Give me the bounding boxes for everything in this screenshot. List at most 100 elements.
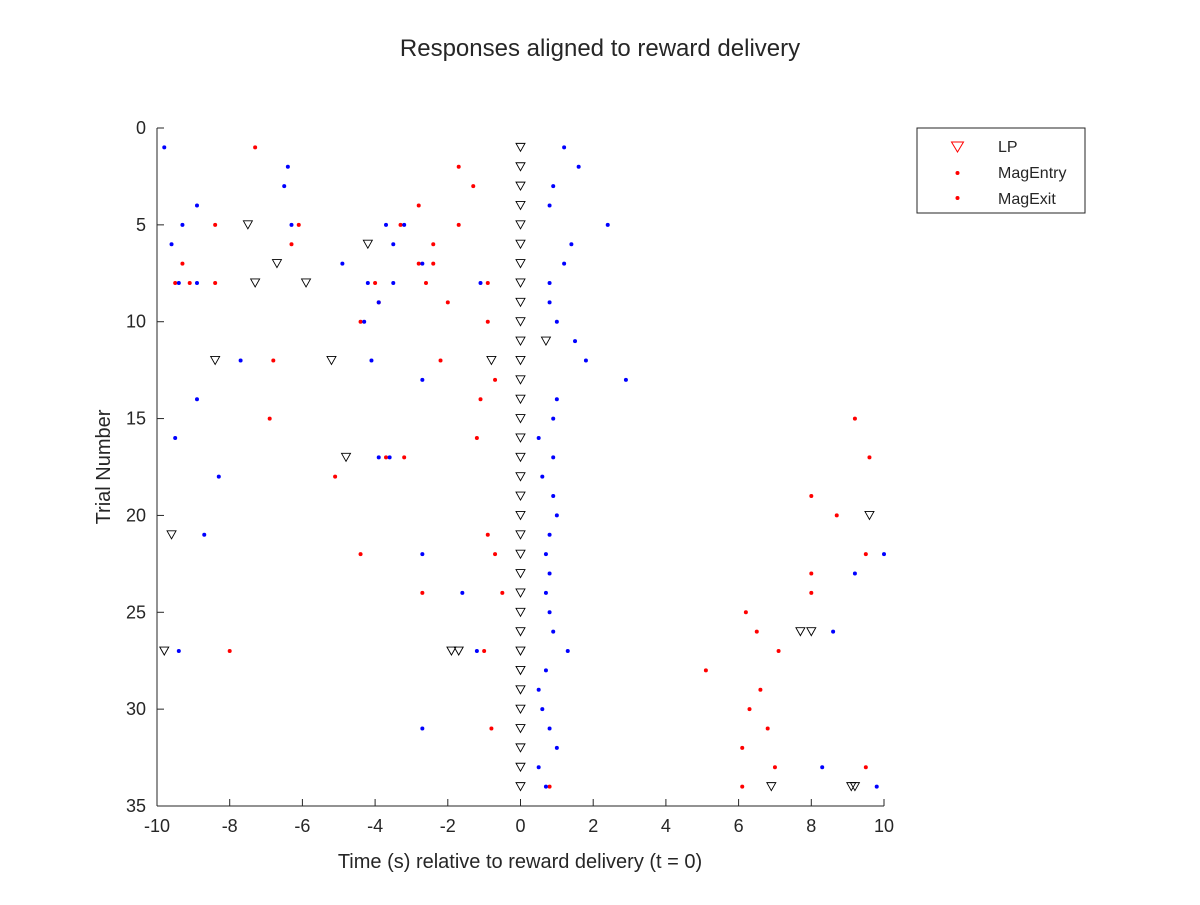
- magentry-point: [500, 590, 505, 595]
- lp-marker: [515, 762, 526, 773]
- lp-marker: [166, 530, 177, 540]
- magexit-point: [605, 222, 610, 227]
- magexit-point: [547, 610, 552, 615]
- magexit-point: [202, 532, 207, 537]
- magexit-point: [536, 435, 541, 440]
- lp-marker: [515, 491, 526, 501]
- lp-marker: [340, 452, 352, 463]
- legend-box: [916, 127, 1086, 214]
- lp-marker: [515, 239, 526, 250]
- lp-marker: [515, 569, 526, 579]
- legend-magexit-label: MagExit: [998, 191, 1056, 208]
- lp-marker: [540, 336, 552, 347]
- magentry-point: [747, 707, 752, 712]
- magexit-point: [194, 397, 199, 402]
- magentry-point: [740, 784, 745, 789]
- magentry-point: [809, 494, 814, 499]
- x-tick-label: 10: [874, 816, 894, 836]
- magexit-point: [420, 261, 425, 266]
- y-tick-label: 15: [126, 409, 146, 429]
- magentry-point: [416, 203, 421, 208]
- magentry-point: [852, 416, 857, 421]
- magentry-point: [271, 358, 276, 363]
- legend-lp-icon: [950, 141, 965, 153]
- magentry-point: [402, 455, 407, 460]
- magexit-point: [365, 280, 370, 285]
- lp-marker: [515, 743, 526, 753]
- magexit-point: [831, 629, 836, 634]
- magexit-point: [547, 300, 552, 305]
- lp-marker: [515, 142, 526, 153]
- magentry-point: [227, 649, 232, 654]
- magentry-point: [863, 765, 868, 770]
- x-tick-label: 2: [588, 816, 598, 836]
- magexit-point: [543, 552, 548, 557]
- lp-marker: [849, 782, 861, 792]
- lp-marker: [515, 510, 526, 521]
- y-tick-label: 10: [126, 312, 146, 332]
- magexit-point: [547, 532, 552, 537]
- x-tick-label: -6: [294, 816, 310, 836]
- magexit-point: [551, 416, 556, 421]
- magexit-point: [402, 222, 407, 227]
- lp-marker: [271, 259, 283, 269]
- lp-marker: [515, 782, 526, 792]
- magentry-point: [485, 532, 490, 537]
- magexit-point: [551, 494, 556, 499]
- magentry-point: [547, 784, 552, 789]
- magexit-point: [543, 668, 548, 673]
- magexit-point: [420, 377, 425, 382]
- lp-marker: [806, 627, 817, 637]
- magexit-point: [420, 726, 425, 731]
- magentry-point: [834, 513, 839, 518]
- magexit-point: [176, 649, 181, 654]
- lp-marker: [795, 627, 806, 637]
- lp-marker: [159, 646, 170, 656]
- magentry-point: [358, 319, 363, 324]
- magentry-point: [493, 377, 498, 382]
- magexit-point: [623, 377, 628, 382]
- magexit-point: [547, 280, 552, 285]
- magentry-point: [267, 416, 272, 421]
- magexit-point: [369, 358, 374, 363]
- magexit-point: [391, 280, 396, 285]
- magentry-point: [358, 552, 363, 557]
- lp-marker: [209, 356, 221, 366]
- magexit-point: [384, 222, 389, 227]
- x-tick-label: -2: [440, 816, 456, 836]
- magentry-point: [420, 590, 425, 595]
- magentry-point: [867, 455, 872, 460]
- lp-marker: [515, 356, 526, 366]
- y-tick-label: 35: [126, 796, 146, 816]
- magexit-point: [362, 319, 367, 324]
- lp-marker: [486, 356, 497, 366]
- magexit-point: [554, 745, 559, 750]
- magexit-point: [282, 184, 287, 189]
- axes: -10 -8 -6 -4 -2 0 2 4 6 8 10 0 5 10 15 20 25 30 35: [126, 118, 894, 836]
- lp-marker: [242, 220, 254, 230]
- magentry-point: [863, 552, 868, 557]
- magentry-point: [809, 590, 814, 595]
- magexit-point: [547, 571, 552, 576]
- magentry-point: [431, 261, 436, 266]
- magexit-point: [194, 203, 199, 208]
- magentry-point: [384, 455, 389, 460]
- magexit-point: [543, 590, 548, 595]
- magentry-point: [485, 280, 490, 285]
- magentry-point: [416, 261, 421, 266]
- magentry-point: [333, 474, 338, 479]
- magentry-point: [493, 552, 498, 557]
- x-tick-label: 6: [734, 816, 744, 836]
- magexit-point: [569, 242, 574, 247]
- x-tick-label: 4: [661, 816, 671, 836]
- data-marks: [159, 142, 886, 792]
- magexit-point: [547, 726, 552, 731]
- lp-marker: [515, 433, 526, 443]
- magexit-point: [554, 513, 559, 518]
- magexit-point: [169, 242, 174, 247]
- magexit-point: [882, 552, 886, 557]
- lp-marker: [515, 220, 526, 230]
- lp-marker: [300, 278, 312, 288]
- lp-marker: [515, 685, 526, 695]
- magentry-point: [809, 571, 814, 576]
